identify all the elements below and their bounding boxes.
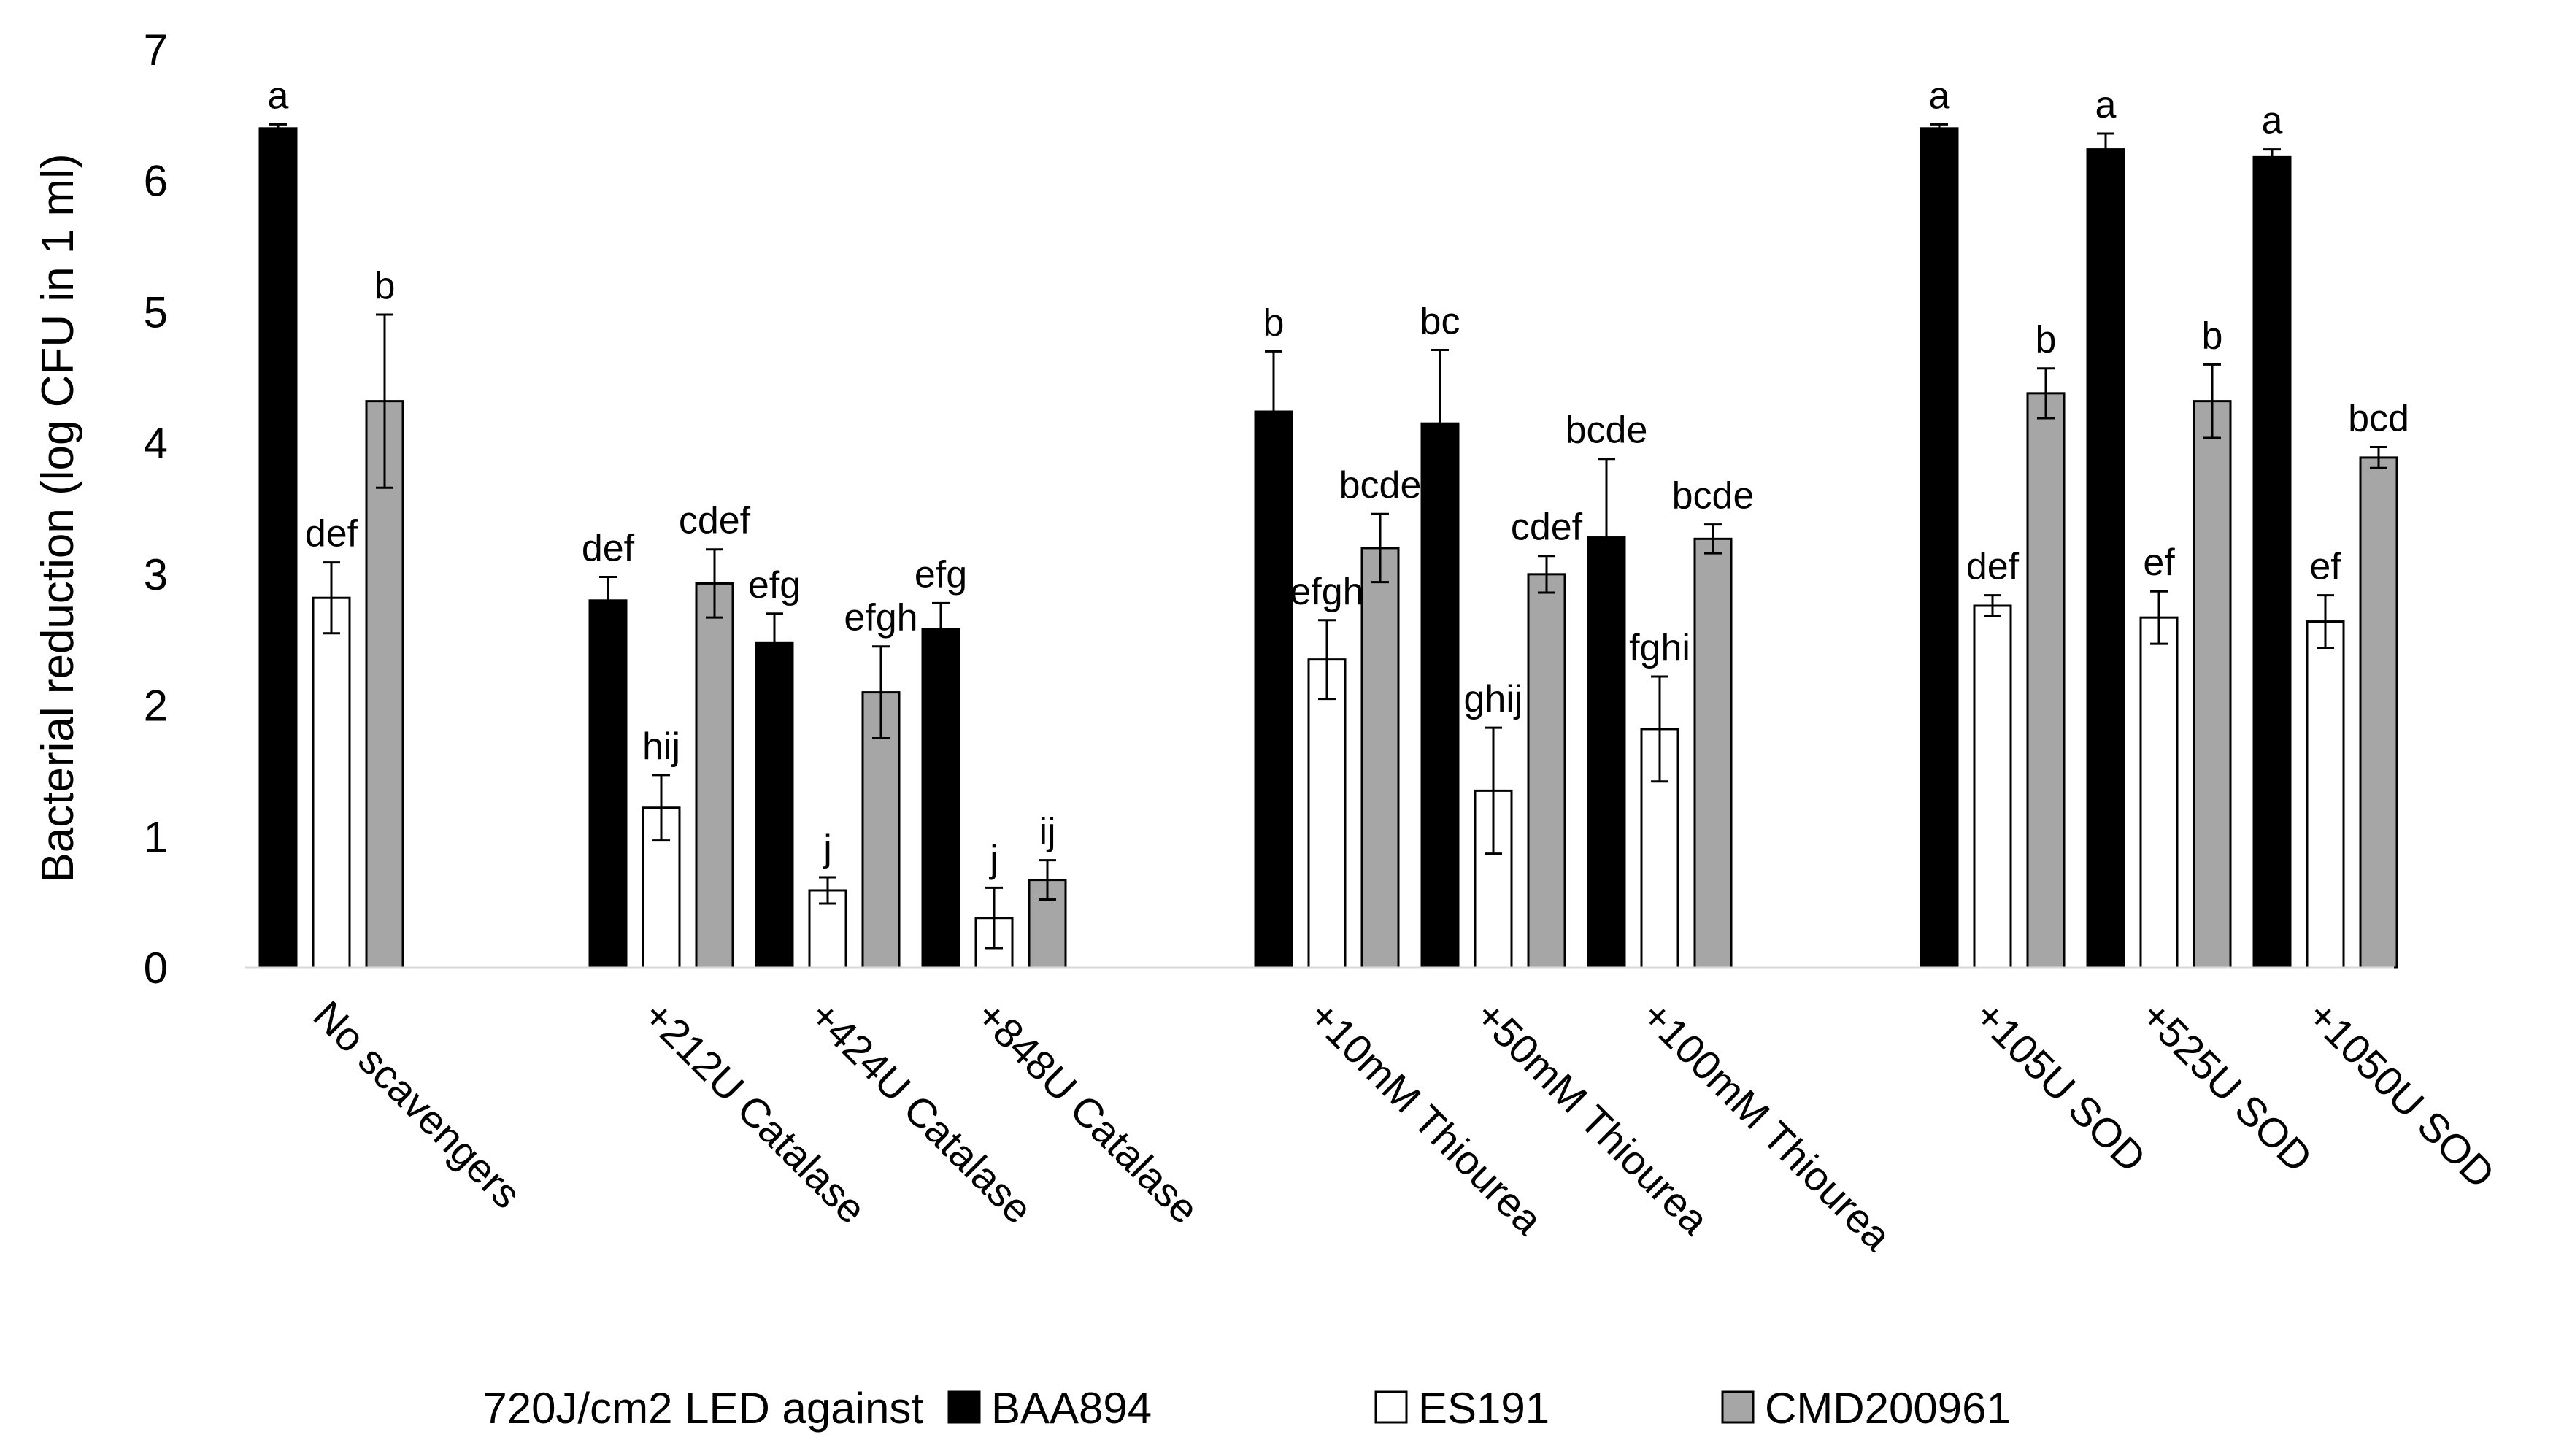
y-axis: 0 1 2 3 4 5 6 7 <box>144 26 168 993</box>
bar-baa894 <box>921 628 960 969</box>
significance-label: a <box>268 74 289 117</box>
legend: 720J/cm2 LED against BAA894 ES191 CMD20096… <box>482 1384 2011 1433</box>
y-tick-label: 3 <box>144 550 168 599</box>
y-tick-label: 7 <box>144 26 168 74</box>
bar-baa894 <box>588 599 628 969</box>
category-label: No scavengers <box>305 992 531 1217</box>
legend-title: 720J/cm2 LED against <box>482 1384 923 1433</box>
legend-swatch-baa894 <box>947 1390 981 1424</box>
bar-cmd200961 <box>1693 537 1733 969</box>
legend-swatch-cmd200961 <box>1721 1390 1755 1424</box>
y-tick-label: 2 <box>144 682 168 731</box>
significance-label: bc <box>1420 301 1460 343</box>
significance-label: ef <box>2143 542 2175 584</box>
bar-baa894 <box>1420 422 1460 969</box>
bar-cmd200961 <box>2026 392 2066 969</box>
significance-label: bcd <box>2348 398 2409 440</box>
significance-label: ij <box>1039 811 1055 853</box>
category-labels-layer: No scavengers +212U Catalase+424U Catalas… <box>305 992 2504 1260</box>
significance-labels-layer: a def efg efg b bc bcde a a a def hij j j efgh ghij fghi… <box>268 74 2409 880</box>
significance-label: a <box>2095 84 2117 126</box>
significance-label: bcde <box>1672 475 1755 517</box>
significance-label: efgh <box>844 597 917 639</box>
significance-label: b <box>1263 301 1285 344</box>
y-tick-label: 4 <box>144 419 168 468</box>
bar-es191 <box>2139 616 2179 969</box>
y-tick-label: 5 <box>144 288 168 336</box>
bars-layer <box>258 127 2398 969</box>
significance-label: ef <box>2309 546 2341 588</box>
category-label: +105U SOD <box>1966 992 2155 1181</box>
y-axis-title: Bacterial reduction (log CFU in 1 ml) <box>33 153 83 882</box>
bar-es191 <box>2306 620 2345 969</box>
category-label: +525U SOD <box>2133 992 2322 1181</box>
bar-cmd200961 <box>2359 456 2398 969</box>
bar-es191 <box>1307 658 1347 969</box>
y-tick-label: 1 <box>144 812 168 861</box>
significance-label: efg <box>748 564 801 606</box>
legend-label-cmd200961: CMD200961 <box>1765 1384 2011 1433</box>
legend-swatch-es191 <box>1374 1390 1408 1424</box>
significance-label: a <box>2262 100 2283 142</box>
significance-label: efgh <box>1290 571 1363 613</box>
bar-es191 <box>312 596 351 969</box>
bar-baa894 <box>258 127 298 969</box>
bar-baa894 <box>755 641 794 969</box>
significance-label: def <box>582 527 635 569</box>
significance-label: bcde <box>1339 464 1422 506</box>
significance-label: cdef <box>679 500 751 542</box>
bar-es191 <box>1973 604 2012 969</box>
bar-baa894 <box>2086 148 2125 969</box>
significance-label: def <box>1966 546 2020 588</box>
significance-label: b <box>374 265 396 307</box>
legend-label-baa894: BAA894 <box>991 1384 1152 1433</box>
error-bars-layer <box>269 123 2387 950</box>
bar-cmd200961 <box>2193 400 2232 969</box>
category-label: +1050U SOD <box>2299 992 2504 1197</box>
significance-label: def <box>305 513 358 555</box>
significance-label: ghij <box>1464 678 1523 720</box>
significance-label: j <box>822 828 832 870</box>
bar-cmd200961 <box>695 582 734 969</box>
significance-label: cdef <box>1511 506 1583 549</box>
legend-label-es191: ES191 <box>1418 1384 1549 1433</box>
bar-cmd200961 <box>1360 547 1400 969</box>
bar-cmd200961 <box>1527 573 1566 969</box>
bar-baa894 <box>1920 127 1959 969</box>
significance-label: j <box>988 838 998 880</box>
significance-label: b <box>2202 315 2223 357</box>
significance-label: efg <box>915 553 967 596</box>
significance-label: a <box>1929 74 1950 117</box>
bar-baa894 <box>2252 155 2292 969</box>
y-tick-label: 6 <box>144 157 168 206</box>
bar-baa894 <box>1254 410 1293 969</box>
significance-label: fghi <box>1629 627 1690 669</box>
y-tick-label: 0 <box>144 944 168 993</box>
significance-label: hij <box>642 725 680 768</box>
significance-label: bcde <box>1566 409 1648 452</box>
significance-label: b <box>2036 319 2057 361</box>
